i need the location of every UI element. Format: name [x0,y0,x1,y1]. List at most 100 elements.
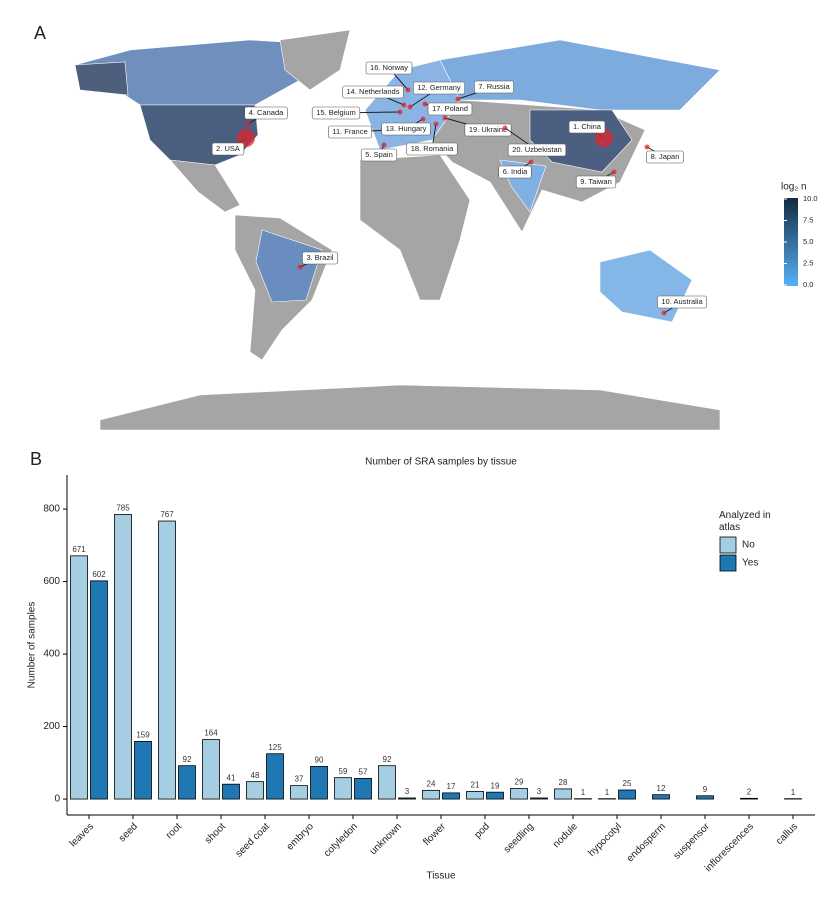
label-box [646,150,684,164]
value-label: 785 [116,504,130,513]
country-label: 14. Netherlands [342,85,404,99]
bar [202,739,220,800]
legend-label: No [742,540,755,551]
country-label: 16. Norway [365,61,413,75]
country-name: 8. Japan [651,152,680,161]
legend-label: Yes [742,558,758,569]
y-tick-label: 200 [43,721,60,732]
country-name: 20. Uzbekistan [512,145,562,154]
sample-point [237,129,255,147]
value-label: 12 [657,784,666,793]
panel-label: B [30,449,42,469]
bar [740,797,758,800]
value-label: 159 [136,731,150,740]
label-box [360,148,398,162]
bar [158,520,176,800]
value-label: 1 [791,788,796,797]
country-name: 19. Ukraine [469,125,507,134]
value-label: 671 [72,545,86,554]
country-label: 7. Russia [474,80,514,94]
label-box [302,251,338,265]
mexico [169,159,241,213]
country-name: 10. Australia [661,297,703,306]
bar [618,789,636,800]
country-label: 8. Japan [646,150,684,164]
bar [442,792,460,800]
x-tick-label: flower [421,821,448,848]
y-tick-label: 600 [43,576,60,587]
sample-point [397,109,403,115]
country-name: 6. India [503,167,528,176]
value-label: 48 [251,771,260,780]
label-box [365,61,413,75]
value-label: 9 [703,785,708,794]
sample-point [407,104,413,110]
x-tick-label: shoot [203,821,228,846]
bar [466,791,484,800]
alaska [74,61,129,96]
bar [378,765,396,800]
bar [510,788,528,800]
sample-point [420,116,426,122]
country-label: 11. France [328,125,372,139]
label-box [568,120,606,134]
china [529,109,633,173]
x-tick-label: hypocotyl [586,821,624,859]
x-tick-label: unknown [368,821,404,857]
value-label: 2 [747,787,752,796]
country-label: 10. Australia [657,295,707,309]
value-label: 19 [491,781,500,790]
legend-tick-label: 10.0 [803,194,818,203]
legend-tick-label: 5.0 [803,237,813,246]
legend-tick-label: 0.0 [803,280,813,289]
label-box [575,175,617,189]
sample-point [644,144,650,150]
russia [439,39,721,111]
value-label: 92 [183,755,192,764]
value-label: 90 [315,756,324,765]
value-label: 28 [559,778,568,787]
value-label: 17 [447,782,456,791]
country-label: 5. Spain [360,148,398,162]
country-label: 13. Hungary [381,122,431,136]
bar [354,777,372,800]
value-label: 59 [339,767,348,776]
x-tick-label: seedling [502,821,536,855]
value-label: 92 [383,755,392,764]
country-name: 17. Poland [432,104,468,113]
country-name: 2. USA [216,144,240,153]
sample-point [502,125,508,131]
value-label: 25 [623,779,632,788]
country-label: 9. Taiwan [575,175,617,189]
legend-swatch [719,554,737,572]
value-label: 1 [605,788,610,797]
x-tick-label: callus [774,821,800,847]
country-name: 12. Germany [417,83,461,92]
label-box [244,106,288,120]
bar [486,791,504,800]
x-tick-label: embryo [285,821,317,853]
label-box [498,165,532,179]
country-label: 3. Brazil [302,251,338,265]
brazil [255,229,323,303]
sample-point [422,101,428,107]
value-label: 602 [92,570,106,579]
country-label: 20. Uzbekistan [507,143,567,157]
legend-tick-label: 7.5 [803,215,813,224]
x-tick-label: cotyledon [322,821,360,859]
value-label: 29 [515,778,524,787]
x-tick-label: seed coat [234,821,273,860]
label-box [474,80,514,94]
country-label: 12. Germany [413,81,465,95]
country-name: 7. Russia [478,82,510,91]
country-name: 18. Romania [411,144,454,153]
bar [222,783,240,800]
bar [134,741,152,800]
africa [359,154,471,301]
country-label: 17. Poland [427,102,473,116]
value-label: 37 [295,775,304,784]
bar [266,753,284,800]
country-label: 18. Romania [406,142,458,156]
label-box [406,142,458,156]
label-box [413,81,465,95]
